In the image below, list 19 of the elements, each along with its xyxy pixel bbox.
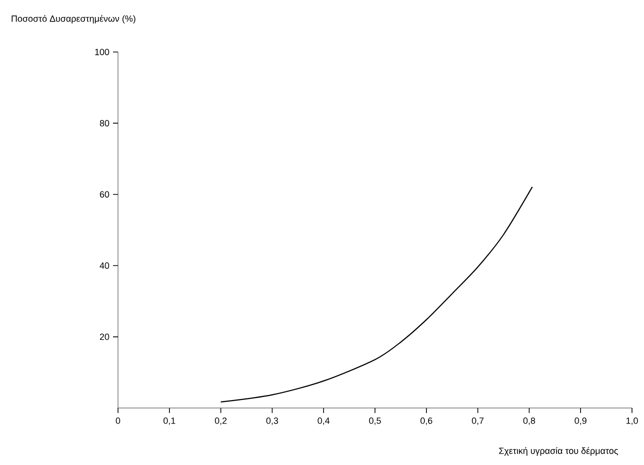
y-tick-label: 100 [95, 48, 110, 56]
y-tick-label: 80 [100, 120, 110, 126]
x-tick-label: 0,2 [214, 418, 227, 425]
x-tick-label: 0 [116, 418, 120, 424]
x-tick-label: 0,3 [266, 418, 278, 425]
y-tick-label: 20 [100, 334, 110, 340]
x-tick-label: 1,0 [626, 418, 638, 425]
y-tick-label: 60 [100, 191, 110, 198]
x-tick-label: 0,4 [318, 418, 330, 425]
x-tick-label: 0,9 [574, 418, 586, 425]
x-tick-label: 0,7 [472, 418, 484, 425]
x-tick-label: 0,5 [369, 418, 381, 425]
x-tick-label: 0,1 [164, 418, 176, 425]
line-series [220, 186, 533, 402]
y-axis-title: Ποσοστό Δυσαρεστημένων (%) [12, 14, 136, 24]
y-tick-label: 40 [100, 262, 110, 269]
x-tick-label: 0,6 [420, 418, 432, 425]
x-axis-title: Σχετική υγρασία του δέρματος [499, 447, 618, 456]
x-tick-label: 0,8 [523, 418, 536, 425]
